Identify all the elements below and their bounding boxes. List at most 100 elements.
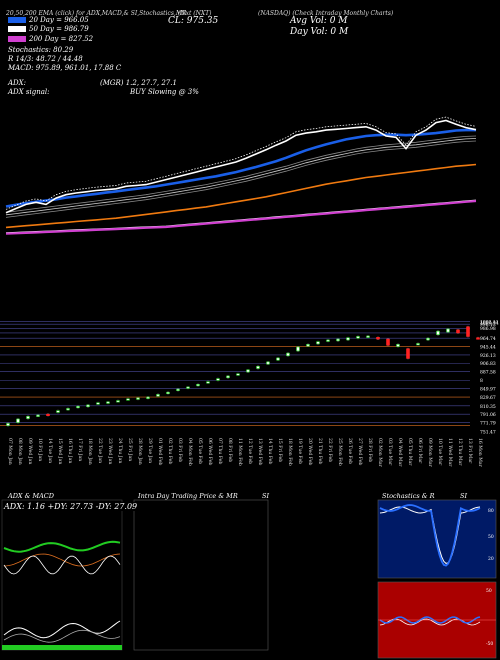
price-tick-label: 829.67 — [480, 395, 496, 401]
candle — [316, 341, 320, 345]
ema50-line — [5, 138, 477, 216]
price-tick-label: 986.98 — [480, 326, 496, 332]
price-line — [5, 119, 477, 214]
date-label: 15 Fri Feb — [277, 438, 283, 462]
date-label: 05 Tue Feb — [197, 438, 203, 464]
candle — [476, 337, 480, 340]
adx-label: ADX: — [8, 79, 27, 87]
ema100-line — [5, 163, 477, 229]
price-tick-label: 906.83 — [480, 361, 496, 367]
candle — [226, 375, 230, 379]
candle — [286, 352, 290, 357]
si-line-blue — [379, 616, 481, 624]
date-label: 24 Thu Jan — [117, 438, 123, 463]
candle — [336, 338, 340, 342]
date-label: 11 Wed Mar — [447, 438, 453, 467]
price-tick-label: 791.06 — [480, 412, 496, 418]
date-label: 29 Tue Jan — [147, 438, 153, 463]
ema200-text: 200 Day = 827.52 — [29, 35, 94, 43]
stoch-si: SI — [460, 492, 468, 500]
candle — [236, 373, 240, 376]
candle — [176, 388, 180, 391]
date-label: 10 Tue Mar — [437, 438, 443, 466]
date-label: 25 Fri Jan — [127, 438, 133, 461]
candle — [86, 404, 90, 408]
date-label: 04 Mon Feb — [187, 438, 193, 466]
candle — [436, 330, 440, 335]
date-label: 01 Wed Feb — [157, 438, 163, 465]
ema50-text: 50 Day = 986.79 — [29, 25, 89, 33]
candle — [276, 357, 280, 361]
candle — [76, 405, 80, 409]
candle — [206, 381, 210, 384]
date-label: 27 Wed Feb — [357, 438, 363, 465]
intraday-panel — [133, 499, 269, 651]
ema200-white-band — [5, 199, 477, 234]
stoch-axis-label: 50 — [488, 534, 494, 540]
candle — [356, 336, 360, 339]
ema20-line — [5, 128, 476, 208]
candle — [246, 369, 250, 373]
intraday-title: Intra Day Trading Price & MR — [138, 492, 238, 500]
candle — [216, 378, 220, 381]
date-label: 07 Mon Jan — [7, 438, 13, 465]
date-label: 13 Fri Mar — [467, 438, 473, 464]
ema20-text: 20 Day = 966.05 — [29, 16, 89, 24]
date-label: 10 Fri Jan — [37, 438, 43, 461]
candle — [446, 328, 450, 333]
price-tick-label: 1002.11 — [480, 320, 499, 326]
dmi-plus-line — [3, 540, 121, 553]
date-label: 12 Tue Feb — [247, 438, 253, 464]
candle — [406, 348, 410, 359]
candle — [116, 400, 120, 403]
date-label: 09 Wed Jan — [27, 438, 33, 464]
date-label: 16 Mon Mar — [477, 438, 483, 468]
candle — [196, 384, 200, 387]
candle — [346, 337, 350, 341]
date-label: 18 Mon Feb — [287, 438, 293, 466]
candle — [36, 414, 40, 417]
candle — [376, 337, 380, 340]
candle — [186, 386, 190, 389]
candle — [96, 402, 100, 405]
candle — [66, 408, 70, 411]
candle — [416, 343, 420, 346]
candle — [426, 337, 430, 341]
date-label: 02 Thu Feb — [167, 438, 173, 464]
date-label: 22 Fri Feb — [327, 438, 333, 462]
date-label: 26 Tue Feb — [347, 438, 353, 464]
candle — [26, 416, 30, 419]
ema20-readout: 20 Day = 966.05 — [8, 16, 89, 24]
r-readout: R 14/3: 48.72 / 44.48 — [8, 55, 83, 63]
date-label: 15 Wed Jan — [57, 438, 63, 464]
price-dotted-line — [5, 116, 477, 210]
date-label: 03 Fri Feb — [177, 438, 183, 462]
date-label: 23 Wed Jan — [107, 438, 113, 464]
price-tick-label: 996.13 — [480, 322, 496, 328]
candle — [366, 335, 370, 338]
date-label: 08 Fri Feb — [227, 438, 233, 462]
adx-signal-label: ADX signal: — [8, 88, 50, 96]
ema-title: 20,50,200 EMA (click) for ADX,MACD,& SI,… — [6, 10, 187, 17]
stochastics-readout: Stochastics: 80.29 — [8, 46, 74, 54]
candle — [106, 401, 110, 404]
date-label: 05 Thu Mar — [407, 438, 413, 466]
adx-values: (MGR) 1.2, 27.7, 27.1 — [100, 79, 177, 87]
date-label: 06 Fri Mar — [417, 438, 423, 464]
stoch-axis-label: 20 — [488, 556, 494, 562]
candle — [466, 326, 470, 337]
ticker-label: (Nxt (NXT) — [178, 10, 212, 17]
close-price: CL: 975.35 — [168, 16, 219, 26]
candle — [6, 423, 10, 426]
candle — [306, 344, 310, 347]
macd-line — [3, 620, 121, 639]
date-label: 22 Tue Jan — [97, 438, 103, 463]
macd-readout: MACD: 975.89, 961.01, 17.88 C — [8, 64, 122, 72]
price-tick-label: 751.47 — [480, 429, 496, 435]
ema50-band-lower — [5, 140, 477, 218]
candle — [16, 418, 20, 423]
price-tick-label: 810.35 — [480, 404, 496, 410]
avg-vol: Avg Vol: 0 M — [290, 16, 348, 26]
date-label: 09 Mon Mar — [427, 438, 433, 468]
